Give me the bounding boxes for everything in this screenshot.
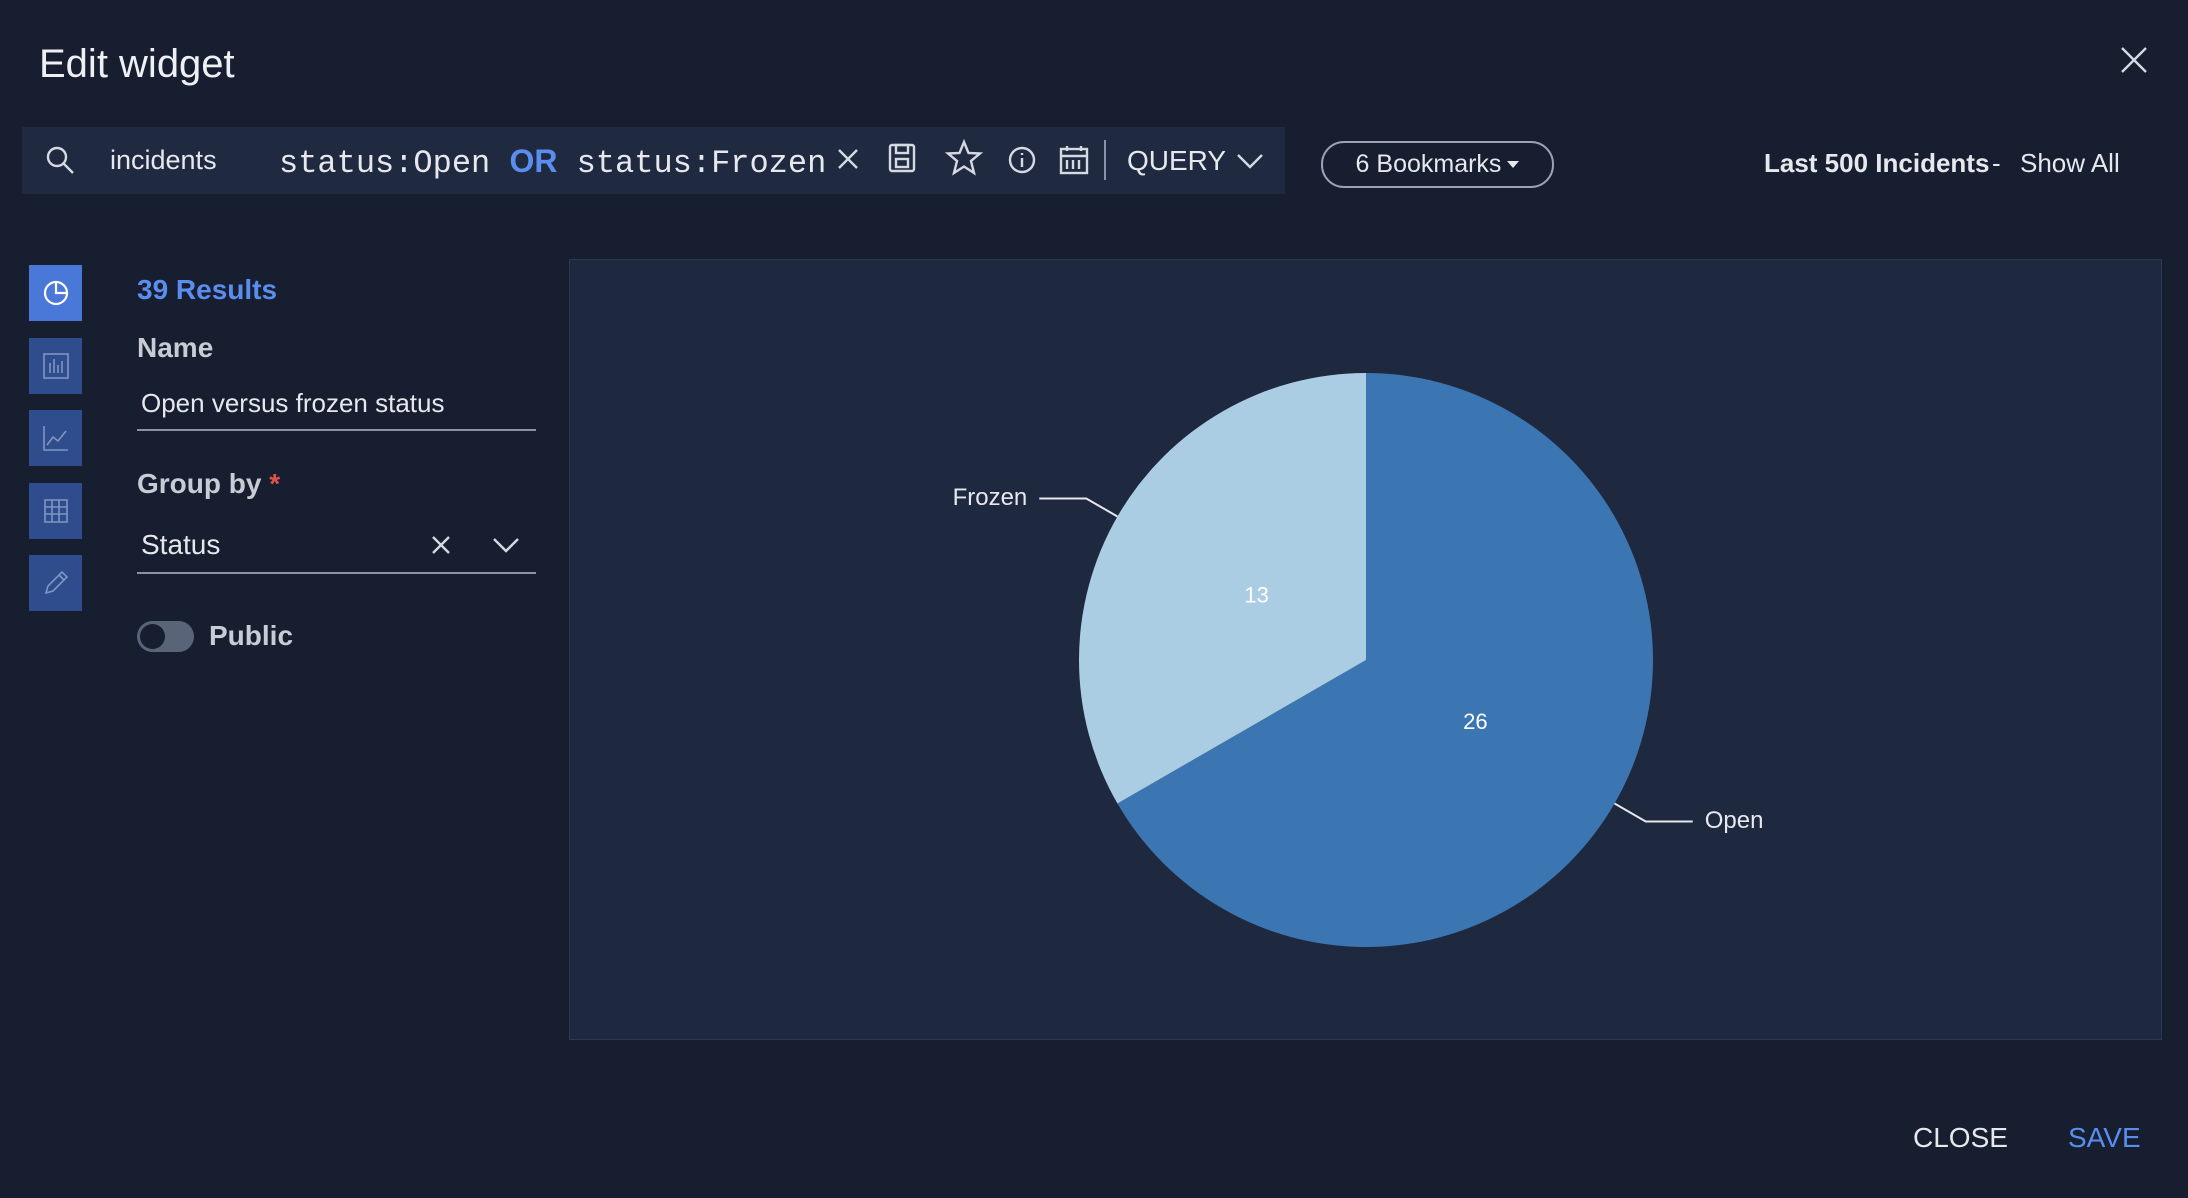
separator: -: [1992, 148, 2001, 178]
edit-tab[interactable]: [29, 555, 82, 611]
public-toggle[interactable]: [137, 621, 194, 652]
toggle-knob: [140, 624, 165, 649]
pie-slice: [1078, 373, 1366, 804]
clear-icon[interactable]: [838, 149, 858, 169]
limit-label: Last 500 Incidents: [1764, 148, 1990, 178]
pie-icon: [43, 280, 69, 306]
save-button[interactable]: SAVE: [2068, 1122, 2141, 1153]
query-input[interactable]: status:Open OR status:Frozen: [279, 145, 828, 180]
clear-icon[interactable]: [432, 536, 450, 554]
pie-slice: [1117, 373, 1653, 947]
slice-category-label: Frozen: [953, 484, 1028, 511]
bookmarks-label: 6 Bookmarks: [1355, 150, 1502, 178]
line-icon: [43, 426, 68, 451]
chevron-icon[interactable]: [492, 537, 520, 553]
slice-value-label: 26: [1463, 709, 1487, 734]
group-label: Group by *: [137, 470, 280, 498]
bar-chart-tab[interactable]: [29, 338, 82, 394]
table-icon: [44, 499, 68, 523]
name-input[interactable]: Open versus frozen status: [141, 388, 445, 418]
slice-value-label: 13: [1244, 583, 1268, 608]
public-label: Public: [209, 620, 294, 651]
query-mode[interactable]: QUERY: [1127, 145, 1227, 176]
close-icon[interactable]: [2120, 46, 2148, 74]
info-icon[interactable]: [1008, 146, 1036, 174]
query-operator: OR: [509, 145, 558, 179]
slice-category-label: Open: [1705, 807, 1764, 834]
show-all-link[interactable]: Show All: [2020, 148, 2120, 178]
calendar-icon[interactable]: [1059, 145, 1089, 175]
select-underline: [137, 572, 536, 574]
query-term: status:Open: [279, 145, 491, 180]
group-label-text: Group by: [137, 468, 262, 499]
bar-icon: [43, 353, 69, 379]
leader-line: [1039, 497, 1118, 518]
search-bar: [22, 127, 1285, 194]
star-icon[interactable]: [944, 138, 984, 176]
results-count: 39 Results: [137, 274, 278, 305]
pie-chart-tab[interactable]: [29, 265, 82, 321]
required-mark: *: [269, 468, 281, 499]
close-button[interactable]: CLOSE: [1913, 1122, 2008, 1153]
group-select[interactable]: Status: [141, 529, 221, 560]
chevron-icon[interactable]: [1236, 153, 1264, 169]
query-term: status:Frozen: [576, 145, 827, 180]
bookmarks-button[interactable]: 6 Bookmarks: [1321, 141, 1554, 188]
search-scope[interactable]: incidents: [110, 145, 217, 175]
input-underline: [137, 429, 536, 431]
dialog-title: Edit widget: [39, 42, 235, 86]
divider: [1104, 140, 1106, 180]
leader-line: [1614, 802, 1693, 823]
save-icon[interactable]: [888, 143, 916, 173]
line-chart-tab[interactable]: [29, 410, 82, 466]
search-icon: [46, 146, 74, 174]
caret-icon: [1507, 160, 1520, 168]
pencil-icon: [44, 570, 69, 595]
table-tab[interactable]: [29, 483, 82, 539]
name-label: Name: [137, 332, 214, 363]
